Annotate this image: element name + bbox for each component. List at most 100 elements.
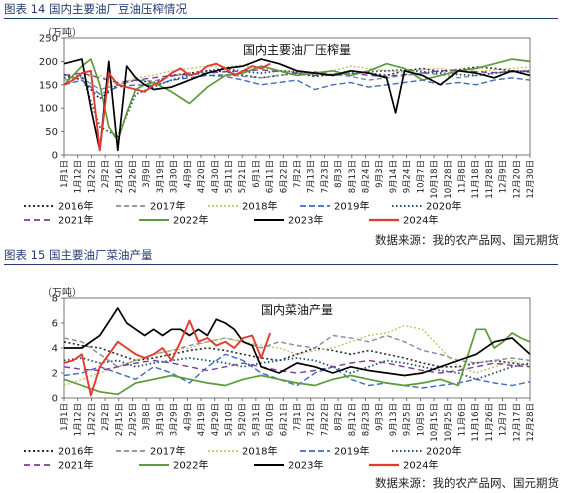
x-tick-label: 5月21日 <box>238 160 248 193</box>
legend-label: 2016年 <box>58 200 93 213</box>
x-tick-label: 10月5日 <box>416 403 426 436</box>
y-tick-label: 50 <box>45 127 58 138</box>
y-tick-label: 6 <box>52 319 58 330</box>
x-tick-label: 2月15日 <box>115 403 125 436</box>
x-tick-label: 8月23日 <box>362 403 372 436</box>
x-tick-label: 3月9日 <box>142 160 152 188</box>
x-tick-label: 1月22日 <box>87 160 97 193</box>
x-tick-label: 11月16日 <box>471 403 481 442</box>
x-tick-label: 3月19日 <box>156 160 166 193</box>
legend-label: 2018年 <box>242 445 277 458</box>
series-line <box>63 319 271 397</box>
x-tick-label: 12月7日 <box>499 403 509 436</box>
x-tick-label: 11月6日 <box>457 403 467 436</box>
soybean-oil-crush-chart: 国内主要油厂压榨量 （万吨） 0 50 100 150 200 250 1月1日 1月12日 1月2… <box>24 26 536 227</box>
x-tick-label: 9月3日 <box>375 403 385 431</box>
y-tick-label: 0 <box>52 394 58 405</box>
x-tick-label: 8月3日 <box>334 160 344 188</box>
legend-label: 2023年 <box>288 459 323 472</box>
x-tick-label: 11月26日 <box>485 403 495 442</box>
caption-rule <box>4 18 558 19</box>
legend-label: 2024年 <box>403 214 438 227</box>
series-line <box>63 359 531 374</box>
x-tick-label: 1月12日 <box>74 403 84 436</box>
x-tick-label: 6月11日 <box>266 160 276 193</box>
series-line <box>63 334 531 368</box>
x-tick-label: 7月1日 <box>293 403 303 431</box>
x-tick-label: 2月26日 <box>129 160 139 193</box>
series-line <box>63 70 531 91</box>
x-tick-label: 9月25日 <box>403 403 413 436</box>
x-tick-label: 7月2日 <box>293 160 303 188</box>
x-tick-label: 2月16日 <box>115 160 125 193</box>
x-tick-label: 10月18日 <box>430 160 440 199</box>
data-source-note: 数据来源：我的农产品网、国元期货 <box>375 476 559 490</box>
x-tick-label: 5月20日 <box>238 403 248 436</box>
x-tick-label: 3月30日 <box>170 160 180 193</box>
x-tick-label: 4月9日 <box>183 160 193 188</box>
series-line <box>63 357 531 381</box>
chart-title: 国内主要油厂压榨量 <box>243 42 351 57</box>
x-tick-label: 7月13日 <box>307 160 317 193</box>
x-tick-label: 1月1日 <box>60 160 70 188</box>
x-tick-label: 9月13日 <box>389 403 399 436</box>
x-tick-label: 8月13日 <box>348 160 358 193</box>
x-tick-label: 10月25日 <box>444 403 454 442</box>
x-tick-label: 2月2日 <box>101 403 111 431</box>
y-tick-label: 2 <box>52 369 58 380</box>
y-tick-label: 200 <box>39 57 58 68</box>
x-tick-label: 7月22日 <box>320 403 330 436</box>
x-tick-label: 8月24日 <box>362 160 372 193</box>
x-tick-label: 2月25日 <box>129 403 139 436</box>
series-line <box>63 58 531 152</box>
series-line <box>63 341 531 368</box>
x-tick-label: 12月30日 <box>526 160 536 199</box>
x-tick-label: 11月28日 <box>485 160 495 199</box>
legend-label: 2020年 <box>426 445 461 458</box>
legend-label: 2024年 <box>403 459 438 472</box>
legend-label: 2018年 <box>242 200 277 213</box>
legend-label: 2019年 <box>334 200 369 213</box>
x-tick-label: 9月14日 <box>389 160 399 193</box>
rapeseed-oil-output-chart: 国内菜油产量 （万吨） 0 2 4 6 8 1月1日 1月12日 1月22日 2月2日 2月15日 2月… <box>24 286 536 472</box>
x-tick-label: 3月8日 <box>142 403 152 431</box>
figure-caption: 图表 14 国内主要油厂豆油压榨情况 <box>4 2 187 16</box>
x-tick-label: 8月12日 <box>348 403 358 436</box>
series-line <box>63 64 531 86</box>
x-tick-label: 1月22日 <box>87 403 97 436</box>
legend-label: 2016年 <box>58 445 93 458</box>
legend-label: 2022年 <box>173 459 208 472</box>
figure-caption: 图表 15 国主要油厂菜油产量 <box>4 248 153 262</box>
x-tick-label: 9月3日 <box>375 160 385 188</box>
x-tick-label: 10月15日 <box>430 403 440 442</box>
series-line <box>63 62 271 152</box>
legend-label: 2020年 <box>426 200 461 213</box>
x-tick-label: 12月28日 <box>526 403 536 442</box>
x-tick-label: 5月11日 <box>224 160 234 193</box>
x-tick-label: 8月2日 <box>334 403 344 431</box>
legend-label: 2021年 <box>58 459 93 472</box>
x-tick-label: 1月1日 <box>60 403 70 431</box>
legend-label: 2021年 <box>58 214 93 227</box>
x-tick-label: 12月17日 <box>512 403 522 442</box>
legend-label: 2022年 <box>173 214 208 227</box>
series-line <box>63 58 531 142</box>
legend-label: 2019年 <box>334 445 369 458</box>
x-tick-label: 12月9日 <box>499 160 509 193</box>
x-tick-label: 4月30日 <box>211 160 221 193</box>
data-source-note: 数据来源：我的农产品网、国元期货 <box>375 233 559 247</box>
series-line <box>63 328 531 396</box>
legend-label: 2023年 <box>288 214 323 227</box>
x-tick-label: 11月18日 <box>471 160 481 199</box>
series-line <box>64 307 531 377</box>
y-tick-label: 0 <box>52 151 58 162</box>
chart-title: 国内菜油产量 <box>261 303 333 317</box>
caption-rule <box>4 264 558 265</box>
y-tick-label: 4 <box>52 344 58 355</box>
x-tick-label: 6月10日 <box>266 403 276 436</box>
x-tick-label: 5月10日 <box>224 403 234 436</box>
x-tick-label: 1月12日 <box>74 160 84 193</box>
x-tick-label: 3月29日 <box>170 403 180 436</box>
x-tick-label: 4月20日 <box>197 160 207 193</box>
y-tick-label: 8 <box>52 294 58 305</box>
